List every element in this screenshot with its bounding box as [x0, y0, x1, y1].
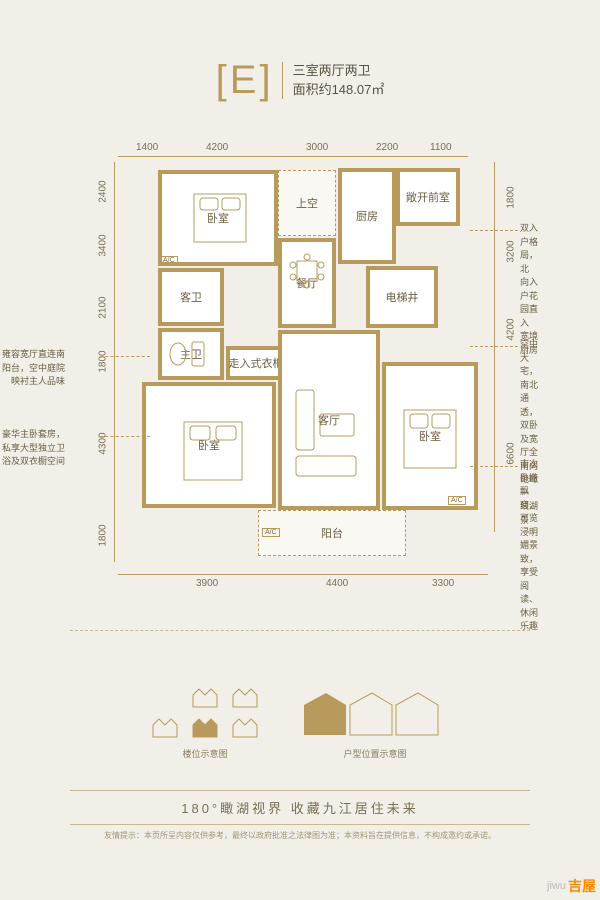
building-icon — [231, 715, 259, 739]
layout-summary: 三室两厅两卫 — [293, 62, 385, 80]
key-plan-right: 户型位置示意图 — [300, 685, 450, 760]
ac-mark: A/C — [262, 528, 280, 537]
unit-code: E — [216, 58, 272, 103]
dim-line-top — [118, 156, 468, 157]
callout-leader — [100, 356, 150, 357]
area-text: 面积约148.07㎡ — [293, 81, 385, 99]
divider — [70, 630, 530, 631]
key-plan-right-caption: 户型位置示意图 — [300, 747, 450, 760]
dimension: 1800 — [98, 524, 109, 546]
room-balcony: 阳台 — [258, 510, 406, 556]
dim-line-left — [114, 162, 115, 562]
room-walkin: 走入式衣柜 — [226, 346, 286, 380]
dimension: 2100 — [98, 296, 109, 318]
room-kitchen: 厨房 — [338, 168, 396, 264]
tagline: 180°瞰湖视界 收藏九江居住未来 — [70, 790, 530, 825]
dimension: 1800 — [506, 186, 517, 208]
callout: 南次卧揽飘窗，可览浸明媚景致，享受阅读、休闲乐趣 — [520, 458, 538, 634]
callout-leader — [470, 346, 518, 347]
toilet-icon — [164, 334, 210, 374]
brochure-sheet: E 三室两厅两卫 面积约148.07㎡ 敞开前室厨房上空卧室餐厅电梯井客卫主卫走… — [0, 0, 600, 900]
callout-leader — [470, 230, 518, 231]
room-guest-bath: 客卫 — [158, 268, 224, 326]
watermark-brand: 吉屋 — [568, 876, 596, 896]
room-void: 上空 — [278, 170, 336, 236]
header: E 三室两厅两卫 面积约148.07㎡ — [0, 58, 600, 103]
ac-mark: A/C — [448, 496, 466, 505]
dimension: 4200 — [506, 318, 517, 340]
building-icon-current — [191, 715, 219, 739]
callout-leader — [100, 436, 150, 437]
dimension: 3000 — [306, 142, 328, 153]
master-bed-icon — [178, 416, 248, 486]
disclaimer: 友情提示：本页所呈内容仅供参考，最终以政府批准之法律图为准；本资料旨在提供信息，… — [70, 830, 530, 843]
dim-line-right — [494, 162, 495, 532]
bed3-icon — [398, 404, 462, 474]
dimension: 2200 — [376, 142, 398, 153]
dimension: 3300 — [432, 578, 454, 589]
room-label: 厨房 — [356, 208, 378, 224]
room-label: 客卫 — [180, 289, 202, 305]
key-plan-row: 楼位示意图 户型位置示意图 — [70, 660, 530, 760]
key-plan-left: 楼位示意图 — [150, 685, 260, 760]
room-label: 阳台 — [321, 525, 343, 541]
dimension: 2400 — [98, 180, 109, 202]
room-label: 上空 — [296, 195, 318, 211]
room-label: 走入式衣柜 — [229, 355, 284, 371]
watermark-domain: jiwu — [547, 880, 566, 892]
dimension: 3400 — [98, 234, 109, 256]
dimension: 1100 — [430, 142, 452, 153]
key-plan-left-caption: 楼位示意图 — [150, 747, 260, 760]
dimension: 4200 — [206, 142, 228, 153]
bed2-icon — [188, 188, 252, 248]
header-text: 三室两厅两卫 面积约148.07㎡ — [282, 62, 385, 98]
dining-table-icon — [284, 248, 330, 294]
floor-plan: 敞开前室厨房上空卧室餐厅电梯井客卫主卫走入式衣柜客厅卧室卧室阳台 1400420… — [70, 148, 530, 618]
callout: 豪华主卧套房，私享大型独立卫浴及双衣橱空间 — [2, 428, 65, 469]
building-icon — [151, 715, 179, 739]
dimension: 1400 — [136, 142, 158, 153]
building-icon — [231, 685, 259, 709]
callout: 雍容宽厅直连南阳台，空中庭院映衬主人品味 — [2, 348, 65, 389]
callout: 双入户格局，北向入户花园直入宽境厨房 — [520, 222, 538, 357]
callout-leader — [470, 466, 518, 467]
dimension: 4400 — [326, 578, 348, 589]
room-label: 电梯井 — [386, 289, 419, 305]
dimension: 3900 — [196, 578, 218, 589]
dim-line-bottom — [118, 574, 488, 575]
sofa-set-icon — [290, 384, 362, 484]
dimension: 1800 — [98, 350, 109, 372]
building-icon — [191, 685, 219, 709]
watermark: jiwu 吉屋 — [547, 876, 596, 896]
unit-location-icon — [300, 685, 450, 745]
dimension: 6600 — [506, 442, 517, 464]
dimension: 3200 — [506, 240, 517, 262]
room-elevator: 电梯井 — [366, 266, 438, 328]
room-label: 敞开前室 — [406, 189, 450, 205]
ac-mark: A/C — [160, 256, 178, 265]
room-open-anteroom: 敞开前室 — [396, 168, 460, 226]
